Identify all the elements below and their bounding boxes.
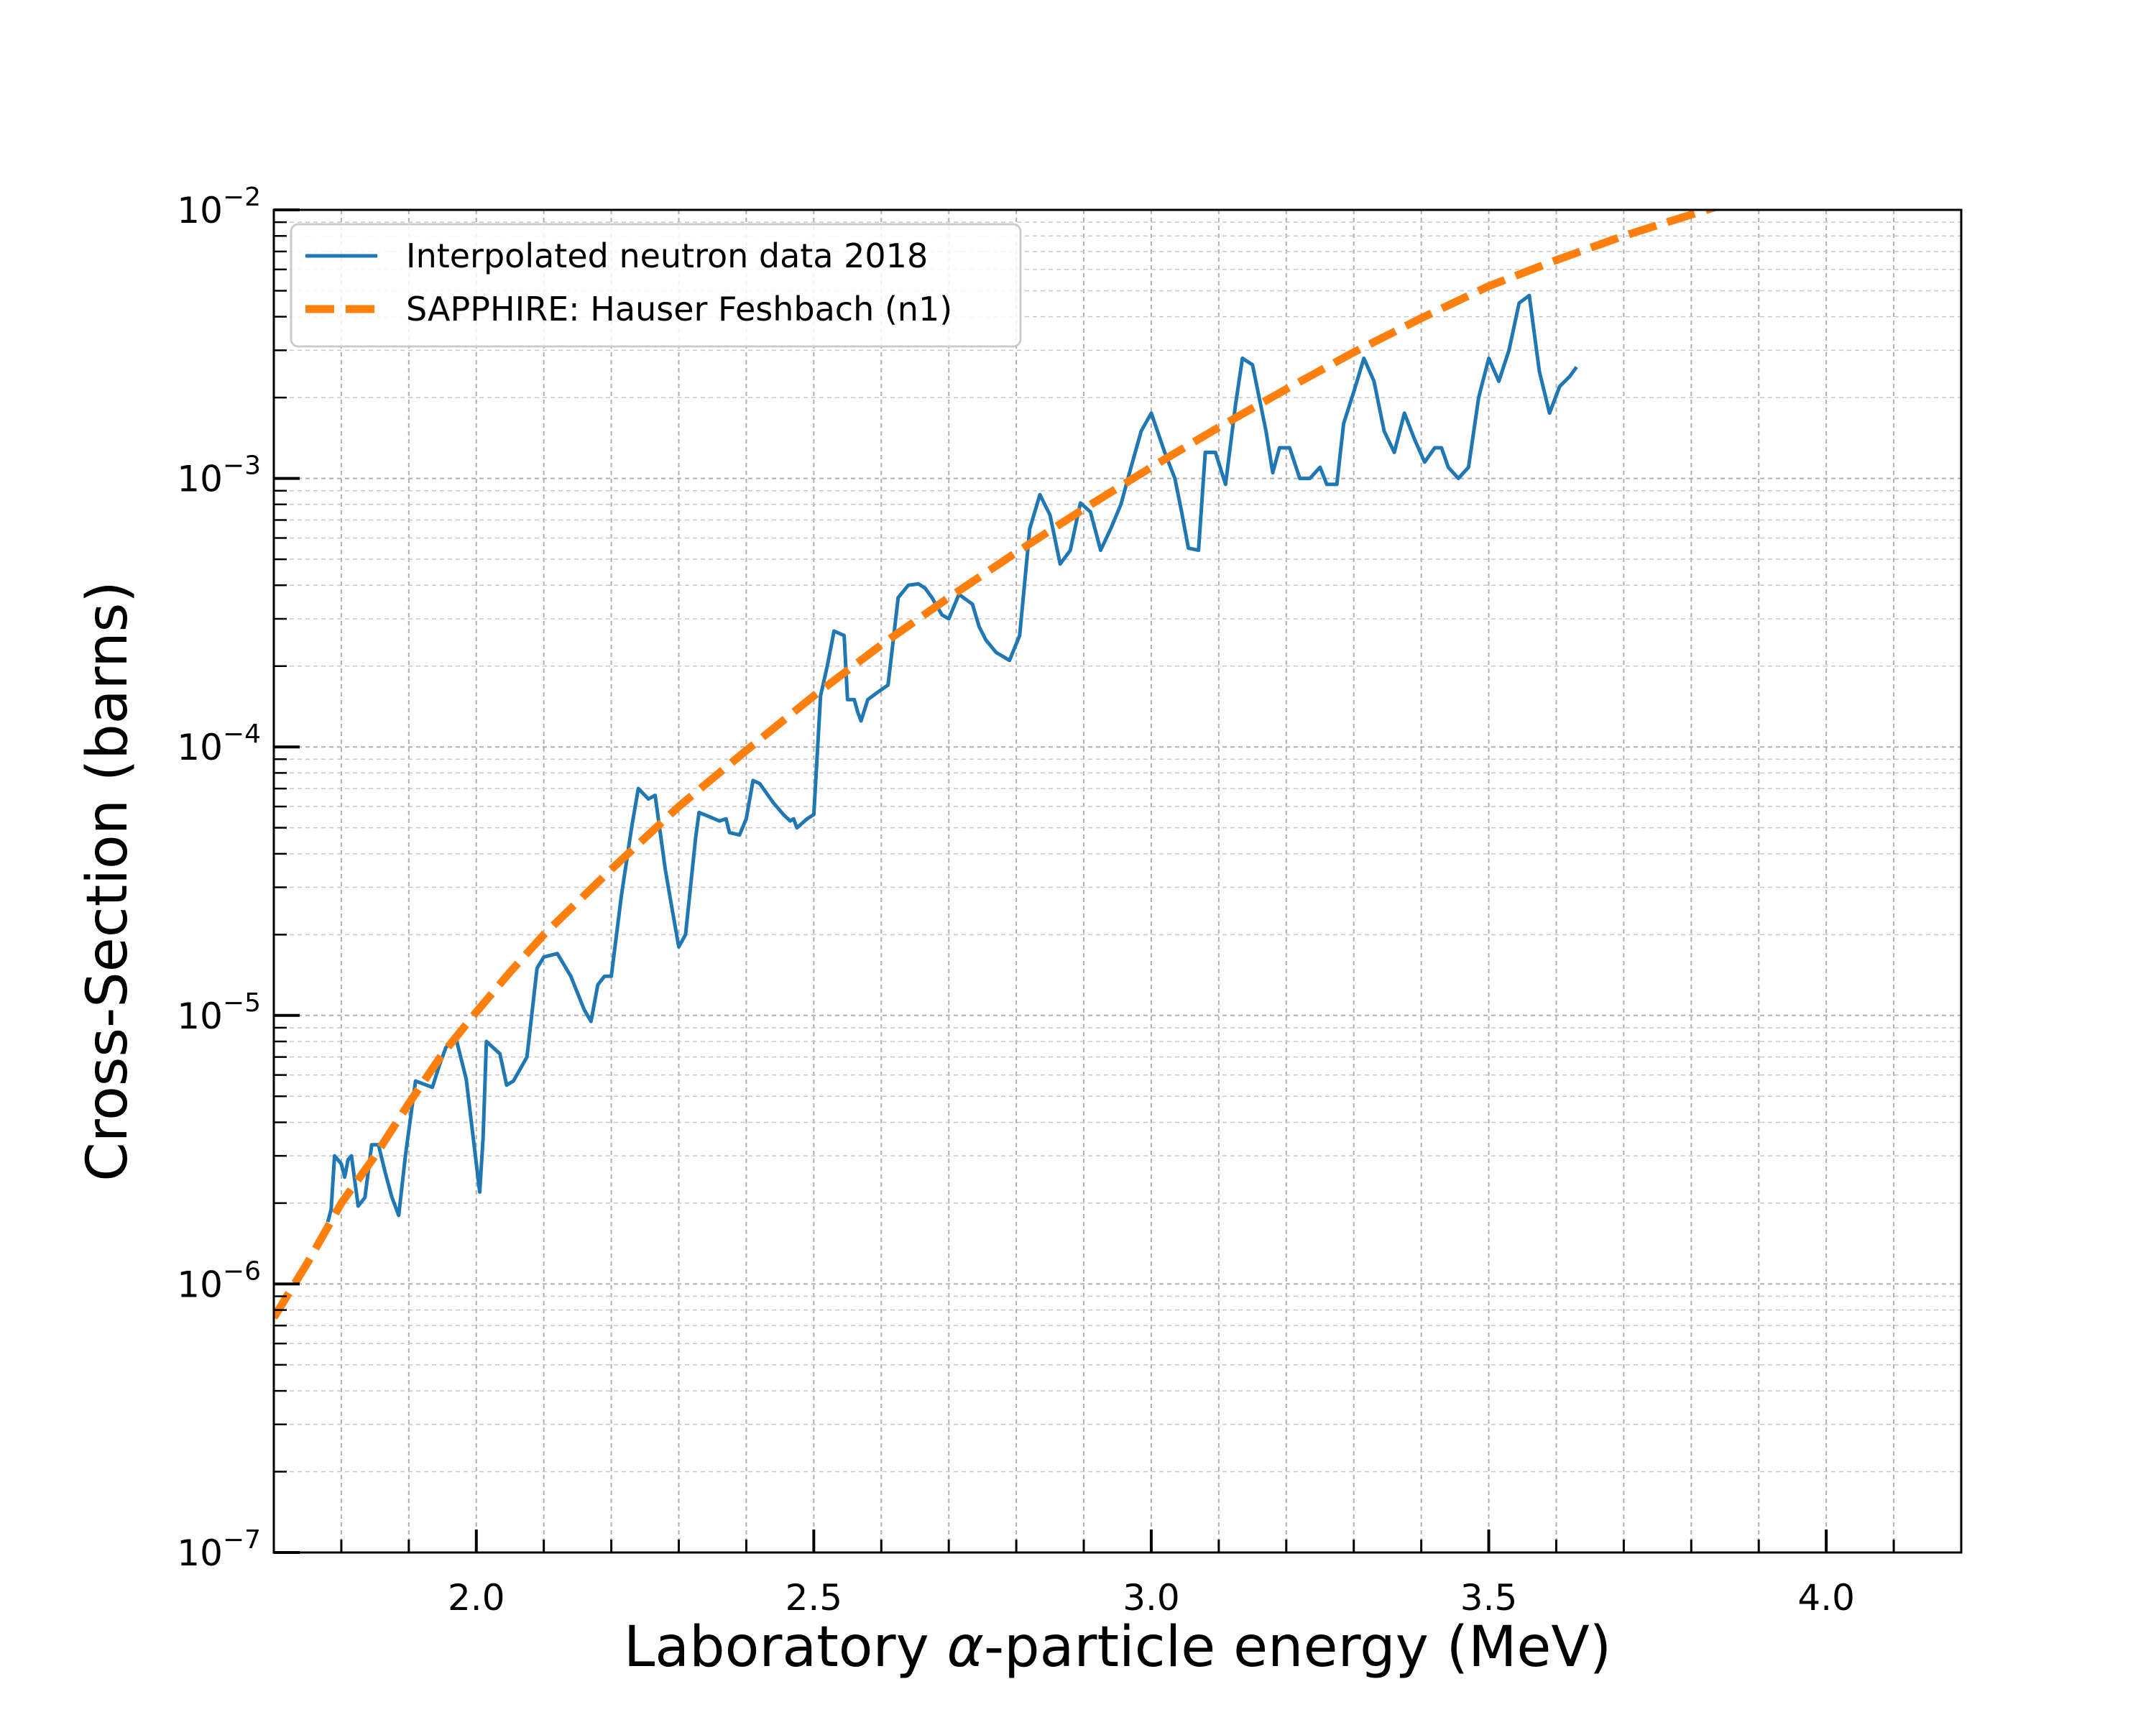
x-tick-label: 2.5 xyxy=(786,1577,843,1619)
grid xyxy=(274,210,1961,1552)
plot-frame xyxy=(272,208,1963,1554)
y-tick-label: 10−5 xyxy=(177,988,261,1037)
y-tick-labels: 10−710−610−510−410−310−2 xyxy=(177,183,261,1574)
x-axis-title-symbol: α xyxy=(947,1615,984,1680)
y-tick-label-base: 10 xyxy=(177,995,223,1037)
y-axis-title: Cross-Section (barns) xyxy=(75,581,140,1182)
y-tick-label-exponent: −7 xyxy=(223,1525,261,1555)
x-axis-title: Laboratory α-particle energy (MeV) xyxy=(624,1615,1611,1680)
ticks xyxy=(274,208,1895,1554)
x-tick-labels: 2.0 2.5 3.0 3.5 4.0 xyxy=(448,1577,1855,1619)
y-tick-label-exponent: −6 xyxy=(223,1256,261,1286)
y-tick-label-base: 10 xyxy=(177,459,223,500)
x-axis-title-pre: Laboratory xyxy=(624,1615,947,1680)
y-tick-label-exponent: −2 xyxy=(223,183,261,212)
y-tick-label: 10−3 xyxy=(177,451,261,500)
y-tick-label: 10−2 xyxy=(177,183,261,231)
series-line-1 xyxy=(274,210,1720,1320)
series-layer xyxy=(274,210,1720,1320)
x-tick-label: 4.0 xyxy=(1797,1577,1855,1619)
y-tick-label-base: 10 xyxy=(177,1264,223,1305)
y-tick-label-base: 10 xyxy=(177,727,223,768)
y-tick-label: 10−6 xyxy=(177,1256,261,1305)
y-tick-label-exponent: −3 xyxy=(223,451,261,481)
y-tick-label: 10−4 xyxy=(177,719,261,768)
plot-background xyxy=(274,210,1961,1552)
y-tick-label-base: 10 xyxy=(177,1532,223,1574)
legend-label-sapphire: SAPPHIRE: Hauser Feshbach (n1) xyxy=(406,290,952,328)
x-tick-label: 2.0 xyxy=(448,1577,505,1619)
x-tick-label: 3.5 xyxy=(1460,1577,1518,1619)
y-tick-label: 10−7 xyxy=(177,1525,261,1574)
legend-box xyxy=(290,223,1022,348)
legend: Interpolated neutron data 2018 SAPPHIRE:… xyxy=(290,223,1022,348)
legend-label-neutron-data: Interpolated neutron data 2018 xyxy=(406,236,928,275)
series-line-0 xyxy=(326,293,1578,1223)
x-axis-title-post: -particle energy (MeV) xyxy=(984,1615,1611,1680)
x-tick-label: 3.0 xyxy=(1123,1577,1180,1619)
y-tick-label-exponent: −4 xyxy=(223,719,261,749)
y-tick-label-base: 10 xyxy=(177,190,223,231)
y-tick-label-exponent: −5 xyxy=(223,988,261,1018)
